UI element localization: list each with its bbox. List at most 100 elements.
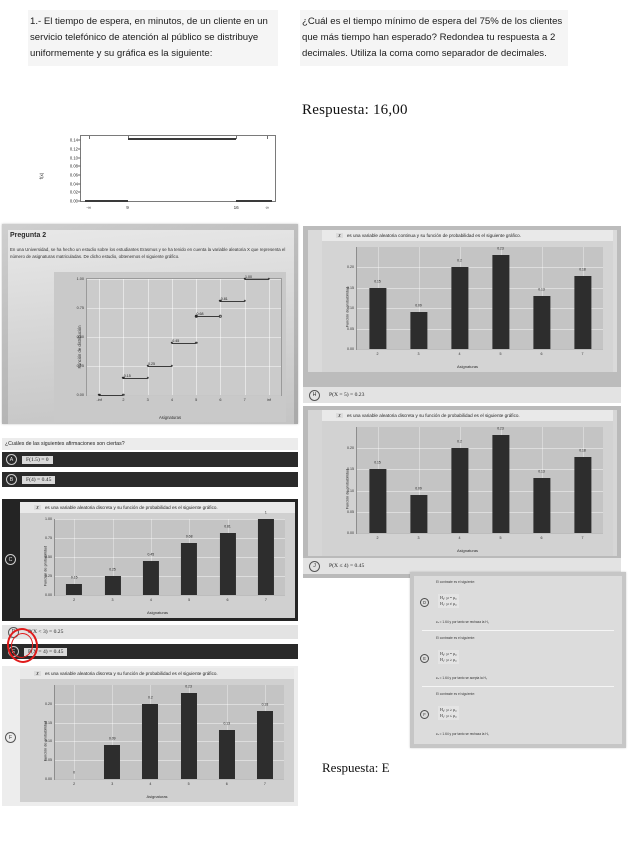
option-C-bar-0 <box>66 583 83 595</box>
option-G-gridline-h <box>357 287 603 289</box>
option-I-gridline-v <box>418 427 420 533</box>
option-C-gridline-h <box>55 519 285 520</box>
option-F-bar-4 <box>218 730 235 779</box>
option-text-D: P(X < 3) = 0.25 <box>28 629 64 635</box>
option-C-bar-label-2: 0.45 <box>147 552 155 557</box>
option-C-bar-label-3: 0.68 <box>185 534 193 539</box>
uniform-x-tick-mark <box>127 136 129 139</box>
option-G-panel[interactable]: G X es una variable aleatoria continua y… <box>303 226 621 394</box>
option-text-B: F(4) = 0.45 <box>22 475 56 484</box>
cdf-gridline-v <box>123 279 125 395</box>
option-C-panel[interactable]: C X es una variable aleatoria discreta y… <box>2 499 298 621</box>
option-C-bar-label-1: 0.25 <box>109 567 116 572</box>
uniform-x-tick-mark <box>236 136 238 139</box>
option-F-xlabel: Asignaturas <box>146 794 168 799</box>
uniform-y-tick-mark <box>78 165 81 167</box>
hypothesis-option-letter-E[interactable]: E <box>420 654 429 663</box>
option-C-caption-text: es una variable aleatoria discreta y su … <box>44 505 218 510</box>
option-I-y-tick-label: 0.15 <box>347 467 354 472</box>
option-I-bar-label-4: 0.13 <box>538 469 545 474</box>
option-G-x-tick-label: 4 <box>458 352 461 356</box>
cdf-step-value-label-5: 0.81 <box>220 297 228 302</box>
option-row-E[interactable]: E P(X = 4) = 0.45 <box>2 644 298 659</box>
cdf-step-closed-dot-3 <box>170 341 174 344</box>
cdf-step-closed-dot-4 <box>194 314 198 318</box>
option-row-A[interactable]: A F(1.5) = 0 <box>2 452 298 467</box>
option-row-J[interactable]: J P(X ≤ 4) = 0.45 <box>303 558 621 574</box>
option-I-bar-4 <box>532 477 551 533</box>
option-I-bar-label-5: 0.18 <box>579 448 586 453</box>
option-row-H[interactable]: H P(X = 5) = 0.23 <box>303 387 621 403</box>
cdf-y-tick-label: 1.00 <box>76 277 84 281</box>
uniform-x-tick-mark <box>267 136 269 139</box>
option-G-bar-3 <box>491 255 510 349</box>
option-F-bar-3 <box>180 692 197 779</box>
option-F-y-tick-label: 0.15 <box>45 720 52 725</box>
cdf-gridline-v <box>244 279 246 395</box>
option-C-bar-5 <box>257 519 274 595</box>
hypothesis-conclusion-E: zₐ = 1.64 y por tanto se acepta la H₀ <box>436 676 488 680</box>
option-letter-J: J <box>309 560 320 572</box>
option-F-bar-2 <box>142 703 159 779</box>
option-C-gridline-h <box>55 557 285 558</box>
uniform-chart-plot-area: 0.00 0.02 0.04 0.06 0.08 0.10 0.12 0.14 -∞ 9 16 ∞ <box>70 135 276 210</box>
option-F-gridline-h <box>55 741 284 743</box>
option-letter-D: D <box>8 626 19 638</box>
option-F-bar-label-4: 0.13 <box>223 721 231 726</box>
cdf-step-closed-dot-1 <box>122 376 125 379</box>
cdf-step-closed-dot-6 <box>243 277 246 281</box>
hypothesis-alt-F: H₁: µ ≤ µ₀ <box>440 713 457 718</box>
option-G-y-tick-label: 0.05 <box>347 326 354 331</box>
hypothesis-null-E: H₀: µ = µ₀ <box>440 651 457 656</box>
option-I-bar-2 <box>450 448 469 533</box>
option-C-bar-3 <box>181 543 198 595</box>
cdf-y-tick-label: 0.75 <box>76 306 84 310</box>
option-G-caption: X es una variable aleatoria continua y s… <box>322 230 613 241</box>
option-I-bar-1 <box>409 494 428 533</box>
option-C-sheet: X es una variable aleatoria discreta y s… <box>20 502 295 618</box>
random-variable-symbol: X <box>336 413 343 418</box>
uniform-y-tick-mark <box>78 157 81 159</box>
option-text-J: P(X ≤ 4) = 0.45 <box>329 563 365 569</box>
uniform-y-tick-mark <box>78 148 81 150</box>
option-C-x-tick-label: 7 <box>264 598 267 602</box>
uniform-y-tick-mark <box>78 183 81 185</box>
option-I-y-tick-label: 0.05 <box>347 509 354 514</box>
option-I-panel[interactable]: I X es una variable aleatoria discreta y… <box>303 406 621 578</box>
option-F-bar-label-1: 0.09 <box>108 736 116 741</box>
option-I-x-tick-label: 4 <box>458 536 461 540</box>
answer-label: Respuesta: <box>302 102 369 118</box>
hypothesis-conclusion-F: zₐ = 1.64 y por tanto se rechaza la H₀ <box>436 732 489 736</box>
option-F-y-tick-label: 0.20 <box>45 701 52 706</box>
cdf-gridline-v <box>171 279 173 395</box>
hypothesis-option-letter-F[interactable]: F <box>420 710 429 719</box>
option-F-gridline-v <box>74 685 76 779</box>
option-letter-E: E <box>8 646 19 657</box>
pregunta-2-body: En una Universidad, se ha hecho un estud… <box>10 247 286 259</box>
option-F-plot-area: 0.00 0.05 0.10 0.15 0.20 2 3 4 5 6 7 0 0.09 0.2 0.23 0.… <box>45 683 284 786</box>
option-F-bar-label-3: 0.23 <box>185 683 192 688</box>
random-variable-symbol: X <box>34 505 41 510</box>
cdf-gridline-v <box>268 279 270 395</box>
uniform-y-tick-label: 0.04 <box>69 181 78 187</box>
option-I-sheet: X es una variable aleatoria discreta y s… <box>308 410 617 556</box>
option-I-bar-3 <box>491 435 510 533</box>
hypothesis-caption-E: El contraste es el siguiente: <box>436 636 475 640</box>
cdf-step-value-label-1: 0.15 <box>123 373 131 378</box>
option-I-bar-label-3: 0.23 <box>497 426 504 431</box>
uniform-y-tick-label: 0.10 <box>69 155 78 161</box>
hypothesis-option-letter-D[interactable]: D <box>420 598 429 607</box>
cdf-gridline-v <box>99 279 101 395</box>
cdf-step-open-dot-0 <box>122 393 125 397</box>
option-F-panel[interactable]: F X es una variable aleatoria discreta y… <box>2 666 298 806</box>
option-row-B[interactable]: B F(4) = 0.45 <box>2 472 298 487</box>
uniform-y-tick-label: 0.02 <box>69 189 78 195</box>
option-G-bar-label-4: 0.13 <box>538 287 545 292</box>
option-row-D[interactable]: D P(X < 3) = 0.25 <box>2 625 298 639</box>
option-C-bar-label-4: 0.81 <box>224 524 231 529</box>
cdf-step-closed-dot-2 <box>146 364 149 368</box>
uniform-x-tick-label: 9 <box>126 205 129 210</box>
option-letter-H: H <box>309 389 320 401</box>
question-2-prompt: ¿Cuáles de las siguientes afirmaciones s… <box>2 438 298 450</box>
option-I-x-tick-label: 6 <box>540 536 543 540</box>
